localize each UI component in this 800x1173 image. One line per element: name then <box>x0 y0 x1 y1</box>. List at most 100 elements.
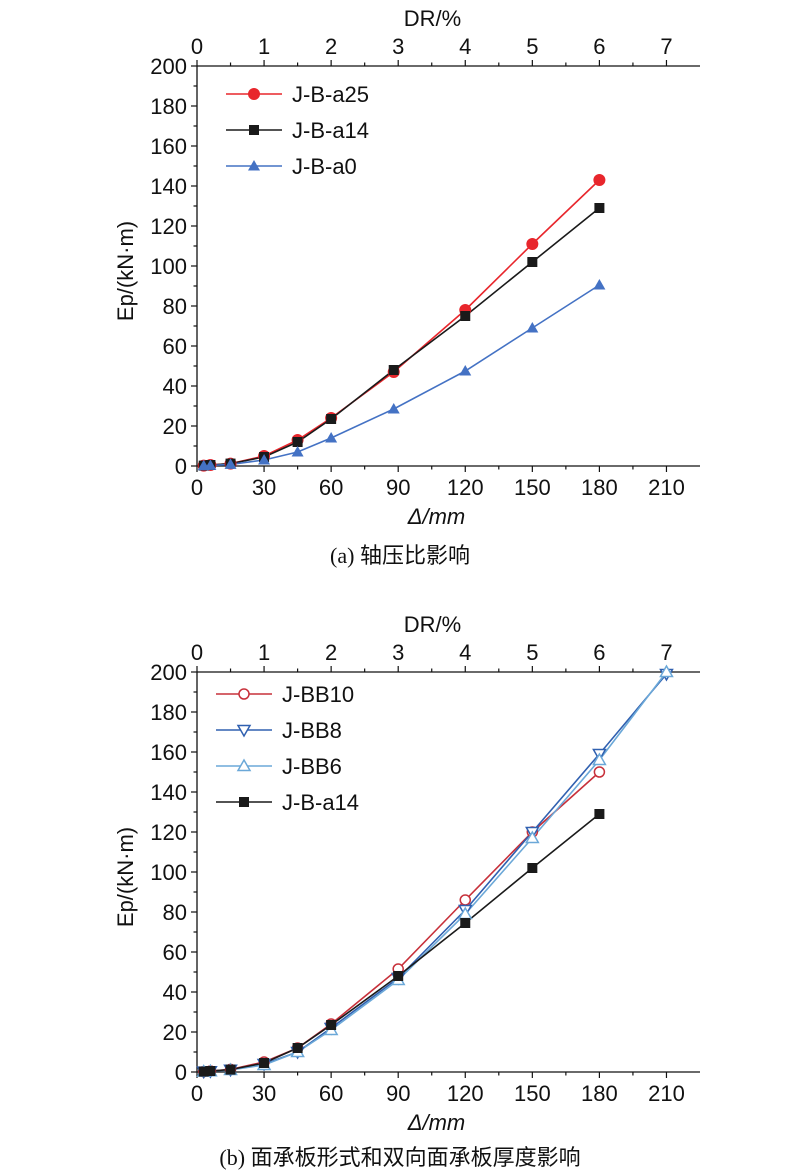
chart-a-svg: 0 30 60 90 120 150 180 210 0 1 2 3 4 5 6 7 0 20 40 60 80 100 1… <box>113 6 700 529</box>
legend-label: J-B-a25 <box>292 82 369 107</box>
y-tick-label: 20 <box>163 1020 187 1045</box>
x-tick-label: 180 <box>581 475 618 500</box>
x-tick-label: 0 <box>191 1081 203 1106</box>
legend-label: J-B-a14 <box>282 790 359 815</box>
top-tick-label: 2 <box>325 34 337 59</box>
y-tick-label: 100 <box>150 254 187 279</box>
data-point-a-0 <box>526 238 539 250</box>
y-tick-label: 0 <box>175 454 187 479</box>
top-tick-label: 7 <box>660 34 672 59</box>
y-tick-label: 60 <box>163 334 187 359</box>
y-tick-label: 100 <box>150 860 187 885</box>
x-tick-label: 0 <box>191 475 203 500</box>
x-tick-label: 120 <box>447 1081 484 1106</box>
data-point-b-2 <box>659 664 674 678</box>
x-tick-label: 210 <box>648 1081 685 1106</box>
data-point-a-2 <box>291 446 304 457</box>
caption-a: (a) 轴压比影响 <box>330 543 470 568</box>
x-tick-label: 90 <box>386 1081 410 1106</box>
legend-marker <box>248 160 260 171</box>
x-tick-label: 210 <box>648 475 685 500</box>
legend-marker <box>249 125 259 135</box>
data-point-a-1 <box>326 414 337 424</box>
top-tick-label: 1 <box>258 34 270 59</box>
caption-b: (b) 面承板形式和双向面承板厚度影响 <box>219 1145 581 1170</box>
data-point-a-2 <box>459 365 472 376</box>
y-tick-label: 20 <box>163 414 187 439</box>
top-axis-label: DR/% <box>404 612 461 637</box>
top-tick-label: 4 <box>459 34 471 59</box>
top-tick-label: 5 <box>526 640 538 665</box>
legend-label: J-B-a14 <box>292 118 369 143</box>
legend-marker <box>236 758 252 772</box>
x-axis-label: Δ/mm <box>407 1110 466 1135</box>
legend-label: J-BB6 <box>282 754 342 779</box>
data-point-b-3 <box>225 1064 236 1075</box>
data-point-a-1 <box>292 437 303 447</box>
y-tick-label: 120 <box>150 820 187 845</box>
x-tick-label: 30 <box>252 1081 276 1106</box>
data-point-b-3 <box>292 1043 303 1053</box>
data-point-a-1 <box>460 311 471 321</box>
x-tick-label: 30 <box>252 475 276 500</box>
x-tick-label: 90 <box>386 475 410 500</box>
top-tick-label: 0 <box>191 34 203 59</box>
top-tick-label: 7 <box>660 640 672 665</box>
data-point-a-1 <box>527 257 538 267</box>
series-line-b-0 <box>203 771 600 1073</box>
legend-label: J-BB10 <box>282 682 354 707</box>
top-tick-label: 3 <box>392 34 404 59</box>
chart-panel-a: 0 30 60 90 120 150 180 210 0 1 2 3 4 5 6 7 0 20 40 60 80 100 1… <box>0 0 800 586</box>
top-tick-label: 1 <box>258 640 270 665</box>
series-line-b-1 <box>203 673 668 1073</box>
data-point-b-3 <box>259 1058 270 1068</box>
top-tick-label: 2 <box>325 640 337 665</box>
chart-panel-b: 0 30 60 90 120 150 180 210 0 1 2 3 4 5 6 7 0 20 40 60 80 100 1… <box>0 586 800 1173</box>
data-point-a-2 <box>593 279 606 290</box>
data-point-b-3 <box>594 809 605 819</box>
data-point-b-0 <box>459 894 472 906</box>
y-tick-label: 160 <box>150 134 187 159</box>
data-point-b-0 <box>593 766 606 778</box>
y-tick-label: 200 <box>150 54 187 79</box>
y-tick-label: 160 <box>150 740 187 765</box>
y-tick-label: 0 <box>175 1060 187 1085</box>
top-tick-label: 0 <box>191 640 203 665</box>
data-point-a-2 <box>258 454 271 465</box>
y-tick-label: 140 <box>150 174 187 199</box>
data-point-b-2 <box>525 830 540 844</box>
data-point-a-1 <box>388 365 399 375</box>
chart-b-svg: 0 30 60 90 120 150 180 210 0 1 2 3 4 5 6 7 0 20 40 60 80 100 1… <box>113 612 700 1135</box>
y-tick-label: 80 <box>163 900 187 925</box>
legend-label: J-BB8 <box>282 718 342 743</box>
data-point-b-2 <box>592 752 607 766</box>
data-point-b-3 <box>205 1066 216 1076</box>
y-tick-label: 80 <box>163 294 187 319</box>
data-point-b-3 <box>460 918 471 928</box>
data-point-b-3 <box>527 863 538 873</box>
legend-label: J-B-a0 <box>292 154 357 179</box>
data-point-a-0 <box>593 174 606 186</box>
top-axis-label: DR/% <box>404 6 461 31</box>
data-point-a-2 <box>325 432 338 443</box>
y-tick-label: 120 <box>150 214 187 239</box>
series-line-b-3 <box>203 813 600 1073</box>
x-tick-label: 150 <box>514 475 551 500</box>
data-point-b-3 <box>393 971 404 981</box>
legend-marker <box>248 88 260 100</box>
x-tick-label: 120 <box>447 475 484 500</box>
top-tick-label: 3 <box>392 640 404 665</box>
data-point-a-2 <box>387 403 400 414</box>
y-tick-label: 140 <box>150 780 187 805</box>
series-line-a-1 <box>203 207 600 467</box>
x-axis-label: Δ/mm <box>407 504 466 529</box>
top-tick-label: 6 <box>593 34 605 59</box>
x-tick-label: 180 <box>581 1081 618 1106</box>
data-point-b-3 <box>198 1066 209 1077</box>
y-tick-label: 40 <box>163 374 187 399</box>
legend-marker <box>236 724 252 738</box>
data-point-a-1 <box>594 203 605 213</box>
y-tick-label: 40 <box>163 980 187 1005</box>
data-point-a-2 <box>526 322 539 333</box>
data-point-b-3 <box>326 1020 337 1030</box>
